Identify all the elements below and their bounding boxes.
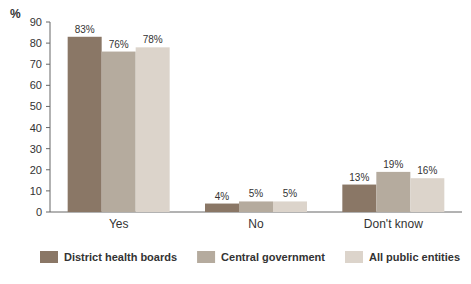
legend-label: Central government [221,251,325,263]
y-axis-line [50,22,51,212]
category-label: Don't know [364,217,423,231]
legend-swatch [197,251,215,263]
y-tick-label: 90 [30,16,42,28]
chart: % 0 10 20 30 40 50 60 70 80 90 83% 76% 78% Yes 4% 5% 5% No… [0,0,471,284]
legend-label: All public entities [369,251,460,263]
y-tick [46,43,50,44]
bars [68,37,445,212]
data-label: 16% [417,165,437,176]
y-tick [46,85,50,86]
bar [136,47,170,212]
bar [376,172,410,212]
bar [273,201,307,212]
y-tick-label: 60 [30,79,42,91]
y-tick-label: 20 [30,164,42,176]
category-label: Yes [109,217,129,231]
bar [410,178,444,212]
y-tick-label: 10 [30,185,42,197]
y-tick-label: 0 [36,206,42,218]
y-tick [46,148,50,149]
bar [342,185,376,212]
bar [102,52,136,212]
bar [68,37,102,212]
legend-label: District health boards [64,251,177,263]
y-tick-label: 30 [30,143,42,155]
data-label: 76% [109,39,129,50]
y-tick [46,212,50,213]
bar [205,204,239,212]
y-axis-label: % [10,7,21,21]
data-label: 4% [215,191,230,202]
y-tick [46,190,50,191]
data-label: 13% [349,172,369,183]
y-tick-label: 80 [30,37,42,49]
y-tick-label: 50 [30,100,42,112]
bar [239,201,273,212]
data-label: 5% [249,188,264,199]
data-label: 19% [383,159,403,170]
y-tick [46,169,50,170]
data-label: 78% [143,34,163,45]
y-tick [46,22,50,23]
y-tick [46,127,50,128]
y-tick-label: 40 [30,122,42,134]
category-label: No [248,217,264,231]
data-label: 5% [283,188,298,199]
y-tick [46,106,50,107]
y-tick-label: 70 [30,58,42,70]
data-label: 83% [75,24,95,35]
y-tick [46,64,50,65]
legend-swatch [345,251,363,263]
legend-swatch [40,251,58,263]
